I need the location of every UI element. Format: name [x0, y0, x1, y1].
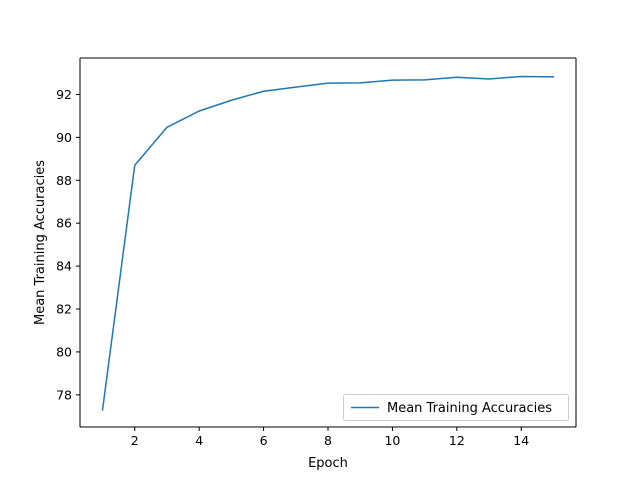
series-layer: [101, 75, 555, 411]
y-tick-label: 92: [56, 87, 72, 102]
x-tick-label: 4: [195, 433, 203, 448]
x-tick-label: 10: [384, 433, 400, 448]
y-tick-label: 86: [56, 216, 72, 231]
plot-area: [80, 58, 576, 427]
legend-label: Mean Training Accuracies: [387, 401, 552, 416]
y-tick-label: 82: [56, 302, 72, 317]
y-axis-label: Mean Training Accuracies: [33, 160, 48, 325]
x-tick-label: 14: [513, 433, 529, 448]
y-tick-label: 88: [56, 173, 72, 188]
legend: Mean Training Accuracies: [343, 394, 569, 421]
x-tick-label: 8: [324, 433, 332, 448]
legend-box: [343, 394, 569, 421]
y-tick-label: 78: [56, 387, 72, 402]
y-tick-label: 80: [56, 344, 72, 359]
y-tick-label: 90: [56, 130, 72, 145]
x-tick-label: 6: [260, 433, 268, 448]
y-axis-ticks: 78 80 82 84 86 88 90 92: [56, 87, 80, 402]
x-axis-ticks: 2 4 6 8 10 12 14: [131, 427, 529, 448]
y-tick-label: 84: [56, 259, 72, 274]
x-tick-label: 12: [449, 433, 465, 448]
x-axis-label: Epoch: [308, 456, 348, 471]
x-tick-label: 2: [131, 433, 139, 448]
